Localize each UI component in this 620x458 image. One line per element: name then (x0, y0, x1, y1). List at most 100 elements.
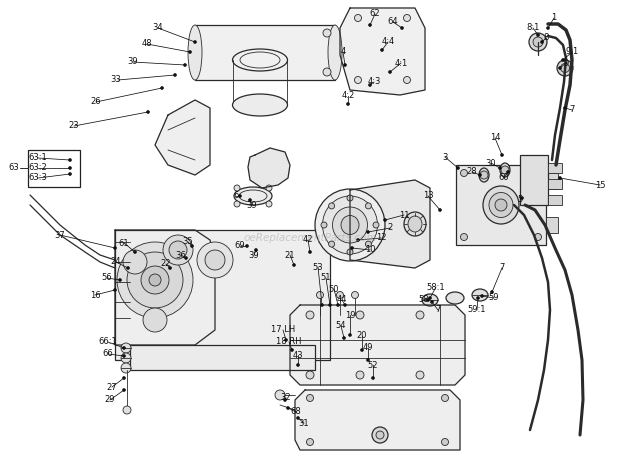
Circle shape (133, 251, 136, 253)
Ellipse shape (472, 289, 488, 301)
Circle shape (343, 64, 347, 66)
Text: 3: 3 (442, 153, 448, 162)
Circle shape (123, 376, 125, 380)
Text: 6: 6 (233, 191, 239, 201)
Circle shape (350, 246, 353, 250)
Polygon shape (295, 390, 460, 450)
Circle shape (113, 246, 117, 250)
Circle shape (234, 201, 240, 207)
Polygon shape (350, 180, 430, 268)
Circle shape (529, 33, 547, 51)
Circle shape (342, 337, 345, 339)
Text: 31: 31 (299, 419, 309, 427)
Text: 64: 64 (388, 17, 398, 27)
Circle shape (546, 27, 549, 29)
Circle shape (321, 304, 324, 306)
Circle shape (123, 250, 147, 274)
Text: 66: 66 (103, 349, 113, 359)
Text: 29: 29 (105, 396, 115, 404)
Circle shape (347, 249, 353, 255)
Text: 4:3: 4:3 (367, 77, 381, 87)
Circle shape (239, 195, 242, 197)
Circle shape (188, 50, 192, 54)
Circle shape (430, 300, 433, 304)
Circle shape (205, 250, 225, 270)
Text: 56: 56 (102, 273, 112, 283)
Polygon shape (115, 230, 215, 345)
Ellipse shape (332, 207, 368, 243)
Circle shape (438, 208, 441, 212)
Text: 39: 39 (128, 58, 138, 66)
Text: 1: 1 (551, 13, 557, 22)
Circle shape (479, 174, 482, 176)
Text: 33: 33 (110, 76, 122, 84)
Text: 43: 43 (293, 350, 303, 360)
Text: 7: 7 (499, 263, 505, 273)
Circle shape (371, 376, 374, 380)
Bar (546, 173, 558, 189)
Circle shape (323, 29, 331, 37)
Circle shape (293, 263, 296, 267)
Bar (115, 230, 330, 360)
Text: 42: 42 (303, 235, 313, 245)
Circle shape (266, 185, 272, 191)
Circle shape (337, 304, 340, 306)
Circle shape (352, 291, 358, 299)
Circle shape (291, 349, 293, 351)
Text: 20: 20 (356, 332, 367, 340)
Text: 58: 58 (418, 294, 429, 304)
Circle shape (461, 169, 467, 176)
Circle shape (197, 242, 233, 278)
Circle shape (404, 15, 410, 22)
Circle shape (275, 390, 285, 400)
Circle shape (348, 333, 352, 337)
Text: 8: 8 (543, 33, 549, 43)
Polygon shape (155, 100, 210, 175)
Text: 23: 23 (69, 121, 79, 131)
Text: 32: 32 (281, 393, 291, 403)
Text: 8:1: 8:1 (526, 23, 539, 33)
Text: 13: 13 (423, 191, 433, 201)
Circle shape (501, 166, 509, 174)
Circle shape (490, 290, 494, 294)
Circle shape (123, 347, 125, 349)
Circle shape (534, 169, 541, 176)
Circle shape (368, 23, 371, 27)
Text: 17 LH: 17 LH (271, 326, 295, 334)
Text: 35: 35 (183, 238, 193, 246)
Circle shape (533, 37, 543, 47)
Text: 52: 52 (368, 360, 378, 370)
Circle shape (266, 201, 272, 207)
Ellipse shape (446, 292, 464, 304)
Ellipse shape (500, 163, 510, 177)
Circle shape (296, 416, 299, 420)
Text: 11: 11 (399, 211, 409, 219)
Circle shape (560, 64, 570, 72)
Circle shape (286, 407, 290, 409)
Ellipse shape (479, 168, 489, 182)
Text: 48: 48 (142, 39, 153, 49)
Circle shape (161, 87, 164, 89)
Circle shape (356, 311, 364, 319)
Circle shape (507, 170, 510, 174)
Circle shape (384, 218, 386, 222)
Circle shape (283, 398, 286, 402)
Circle shape (146, 110, 149, 114)
Circle shape (534, 234, 541, 240)
Circle shape (190, 245, 193, 247)
Circle shape (126, 267, 130, 269)
Circle shape (296, 364, 299, 366)
Circle shape (498, 167, 502, 169)
Circle shape (372, 427, 388, 443)
Circle shape (254, 249, 257, 251)
Text: 37: 37 (55, 230, 65, 240)
Ellipse shape (341, 216, 359, 234)
Circle shape (329, 203, 335, 209)
Ellipse shape (232, 94, 288, 116)
Text: 39: 39 (249, 251, 259, 260)
Ellipse shape (495, 199, 507, 211)
Circle shape (559, 66, 562, 70)
Text: 22: 22 (161, 260, 171, 268)
Text: oeReplacementParts.com: oeReplacementParts.com (243, 233, 377, 243)
Text: 50: 50 (329, 284, 339, 294)
